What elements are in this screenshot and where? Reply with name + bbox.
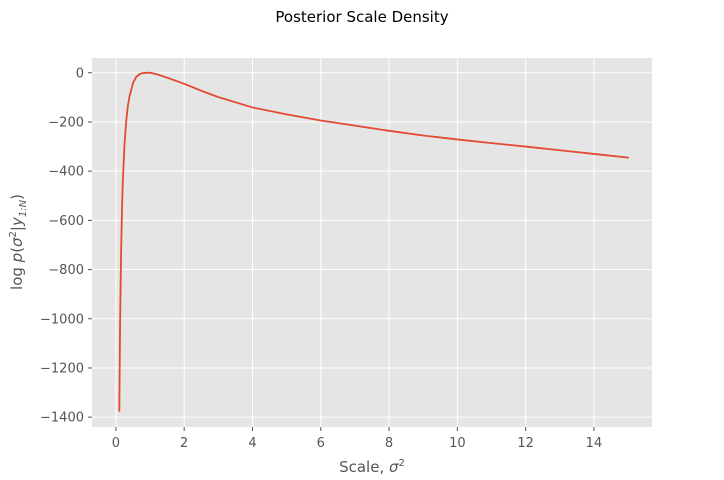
series-line-0 [118, 71, 629, 412]
x-tick-label: 14 [586, 436, 603, 451]
x-tick-label: 4 [248, 436, 256, 451]
grid-lines [92, 58, 652, 427]
y-tick-label: 0 [76, 66, 84, 81]
series-layer [118, 71, 629, 412]
x-tick-label: 0 [112, 436, 120, 451]
x-axis-ticks: 0 2 4 6 8 10 12 14 [112, 427, 602, 451]
y-tick-label: −600 [48, 214, 84, 229]
chart-title: Posterior Scale Density [275, 8, 448, 26]
y-axis-ticks: 0 −200 −400 −600 −800 −1000 −1200 −1400 [40, 66, 92, 426]
y-tick-label: −1400 [40, 411, 84, 426]
x-tick-label: 12 [517, 436, 534, 451]
y-tick-label: −400 [48, 165, 84, 180]
plot-area [92, 58, 652, 427]
y-tick-label: −1000 [40, 312, 84, 327]
x-tick-label: 10 [449, 436, 466, 451]
y-axis-label: log p(σ2|y1:N) [8, 194, 29, 290]
x-tick-label: 2 [180, 436, 188, 451]
x-axis-label: Scale, σ2 [339, 458, 405, 476]
y-tick-label: −800 [48, 263, 84, 278]
x-tick-label: 6 [317, 436, 325, 451]
x-tick-label: 8 [385, 436, 393, 451]
y-tick-label: −200 [48, 115, 84, 130]
y-tick-label: −1200 [40, 361, 84, 376]
